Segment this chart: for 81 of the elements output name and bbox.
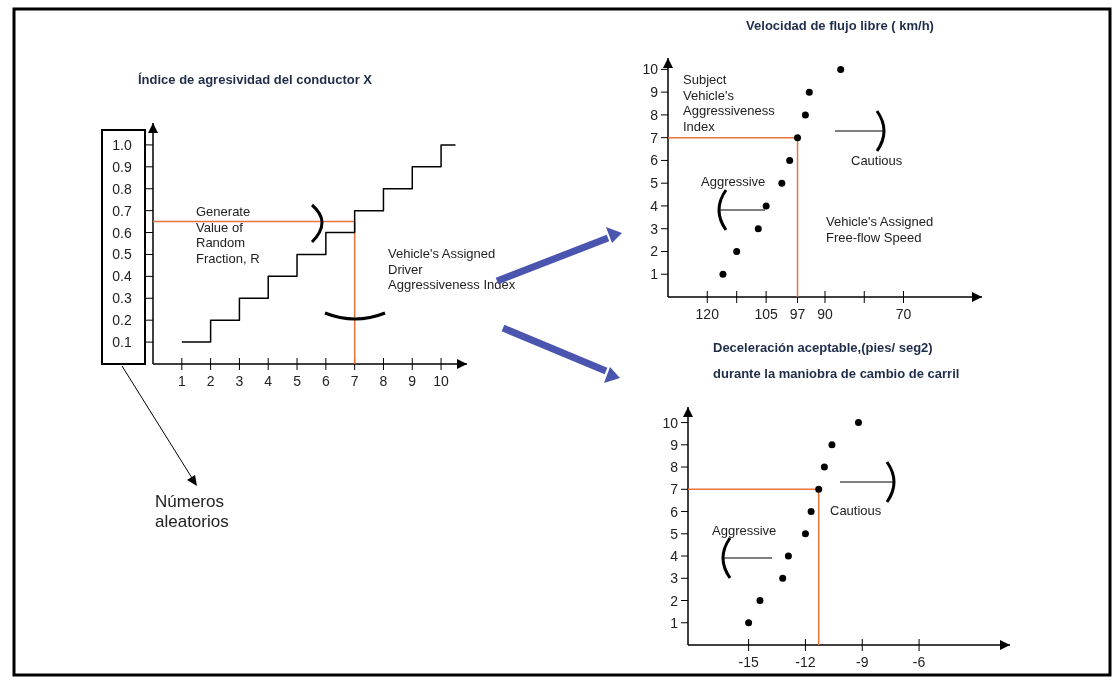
y-tick-label: 7	[650, 129, 659, 146]
point	[820, 463, 828, 471]
x-tick-label: 3	[235, 373, 244, 389]
annotation: Aggressive	[701, 174, 766, 189]
x-tick-label: -9	[856, 654, 869, 670]
x-tick-label: 10	[433, 373, 450, 389]
point	[854, 419, 862, 427]
point	[784, 552, 792, 560]
y-tick-label: 1	[650, 266, 659, 283]
point	[794, 134, 802, 142]
point	[815, 485, 823, 493]
point	[779, 574, 787, 582]
point	[786, 156, 794, 164]
y-tick-label: 5	[670, 525, 679, 542]
point	[801, 111, 809, 119]
y-tick-label: 0.7	[112, 202, 132, 219]
x-tick-label: 4	[264, 373, 273, 389]
point	[778, 179, 786, 187]
y-tick-label: 7	[670, 481, 679, 498]
y-tick-label: 3	[650, 220, 659, 237]
x-tick-label: 5	[293, 373, 302, 389]
chart-title: Velocidad de flujo libre ( km/h)	[746, 18, 934, 33]
y-tick-label: 0.5	[112, 246, 132, 263]
x-tick-label: 2	[206, 373, 215, 389]
y-tick-label: 0.9	[112, 158, 132, 175]
x-tick-label: 97	[789, 306, 806, 322]
y-tick-label: 0.4	[112, 268, 132, 285]
annotation: Cautious	[851, 153, 903, 168]
point	[805, 88, 813, 96]
y-tick-label: 6	[650, 152, 659, 169]
point	[756, 597, 764, 605]
point	[733, 247, 741, 255]
y-tick-label: 0.6	[112, 224, 132, 241]
y-tick-label: 9	[670, 436, 679, 453]
x-tick-label: 90	[817, 306, 833, 322]
chart-subtitle: durante la maniobra de cambio de carril	[713, 366, 960, 381]
point	[754, 225, 762, 233]
x-tick-label: -12	[795, 654, 816, 670]
y-tick-label: 0.8	[112, 180, 132, 197]
point	[762, 202, 770, 210]
point	[828, 441, 836, 449]
x-tick-label: -6	[912, 654, 926, 670]
y-tick-label: 0.2	[112, 312, 132, 329]
y-tick-label: 1.0	[112, 136, 132, 153]
annotation: Generate Value of Random Fraction, R	[196, 204, 260, 266]
x-tick-label: 120	[695, 306, 720, 322]
y-tick-label: 5	[650, 175, 659, 192]
x-tick-label: 1	[177, 373, 186, 389]
chart-title: Índice de agresividad del conductor X	[137, 72, 373, 87]
annotation: Aggressive	[712, 523, 777, 538]
y-tick-label: 8	[650, 106, 659, 123]
chart-title: Deceleración aceptable,(pies/ seg2)	[713, 340, 933, 355]
annotation: Subject Vehicle's Aggressiveness Index	[683, 72, 776, 134]
point	[807, 508, 815, 516]
y-tick-label: 4	[670, 548, 679, 565]
y-tick-label: 4	[650, 197, 659, 214]
y-tick-label: 9	[650, 84, 659, 101]
x-tick-label: 8	[379, 373, 388, 389]
point	[801, 530, 809, 538]
x-tick-label: 105	[754, 306, 779, 322]
x-tick-label: -15	[738, 654, 759, 670]
y-tick-label: 3	[670, 570, 679, 587]
point	[745, 619, 753, 627]
y-tick-label: 2	[670, 592, 679, 609]
annotation: Cautious	[830, 503, 882, 518]
x-tick-label: 70	[895, 306, 912, 322]
point	[837, 65, 845, 73]
y-tick-label: 0.3	[112, 290, 132, 307]
x-tick-label: 9	[408, 373, 417, 389]
y-tick-label: 6	[670, 503, 679, 520]
y-tick-label: 1	[670, 614, 679, 631]
point	[719, 270, 727, 278]
x-tick-label: 7	[350, 373, 359, 389]
x-tick-label: 6	[321, 373, 330, 389]
annotation: Vehicle's Assigned Free-flow Speed	[826, 214, 934, 245]
y-tick-label: 2	[650, 243, 659, 260]
y-tick-label: 0.1	[112, 334, 132, 351]
text: Números aleatorios	[155, 492, 229, 532]
y-tick-label: 10	[662, 414, 679, 431]
y-tick-label: 8	[670, 459, 679, 476]
y-tick-label: 10	[642, 61, 659, 78]
